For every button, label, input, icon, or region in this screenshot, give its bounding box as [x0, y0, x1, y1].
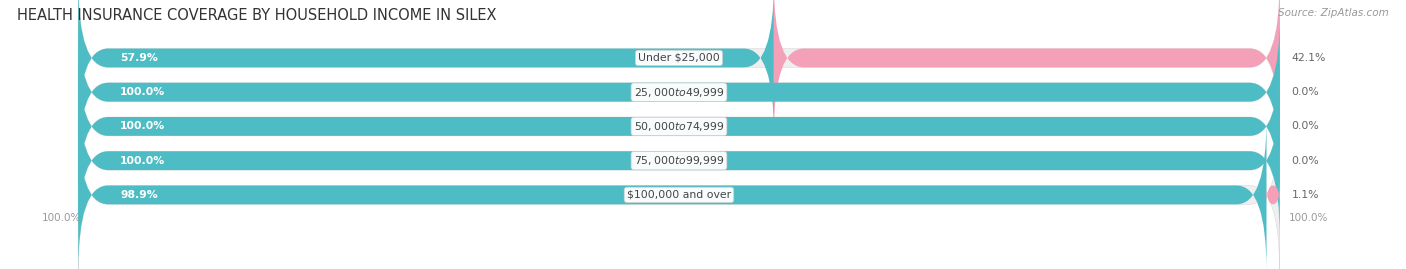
FancyBboxPatch shape [773, 0, 1279, 134]
FancyBboxPatch shape [79, 119, 1267, 269]
FancyBboxPatch shape [79, 16, 1279, 168]
Text: 57.9%: 57.9% [121, 53, 157, 63]
Text: 0.0%: 0.0% [1292, 156, 1319, 166]
FancyBboxPatch shape [79, 84, 1279, 237]
FancyBboxPatch shape [79, 50, 1279, 203]
Text: $75,000 to $99,999: $75,000 to $99,999 [634, 154, 724, 167]
FancyBboxPatch shape [79, 16, 1279, 168]
FancyBboxPatch shape [79, 0, 773, 134]
Text: Under $25,000: Under $25,000 [638, 53, 720, 63]
Text: $100,000 and over: $100,000 and over [627, 190, 731, 200]
Text: 100.0%: 100.0% [121, 87, 166, 97]
FancyBboxPatch shape [1267, 186, 1279, 204]
FancyBboxPatch shape [79, 119, 1279, 269]
Text: 42.1%: 42.1% [1292, 53, 1326, 63]
Text: 100.0%: 100.0% [121, 156, 166, 166]
Text: 0.0%: 0.0% [1292, 121, 1319, 132]
Text: 0.0%: 0.0% [1292, 87, 1319, 97]
FancyBboxPatch shape [79, 0, 1279, 134]
Text: $50,000 to $74,999: $50,000 to $74,999 [634, 120, 724, 133]
FancyBboxPatch shape [79, 84, 1279, 237]
Text: 98.9%: 98.9% [121, 190, 157, 200]
Text: Source: ZipAtlas.com: Source: ZipAtlas.com [1278, 8, 1389, 18]
Text: $25,000 to $49,999: $25,000 to $49,999 [634, 86, 724, 99]
Text: 100.0%: 100.0% [121, 121, 166, 132]
Text: 100.0%: 100.0% [1288, 213, 1327, 223]
Text: 1.1%: 1.1% [1292, 190, 1319, 200]
Text: HEALTH INSURANCE COVERAGE BY HOUSEHOLD INCOME IN SILEX: HEALTH INSURANCE COVERAGE BY HOUSEHOLD I… [17, 8, 496, 23]
Text: 100.0%: 100.0% [42, 213, 82, 223]
FancyBboxPatch shape [79, 50, 1279, 203]
